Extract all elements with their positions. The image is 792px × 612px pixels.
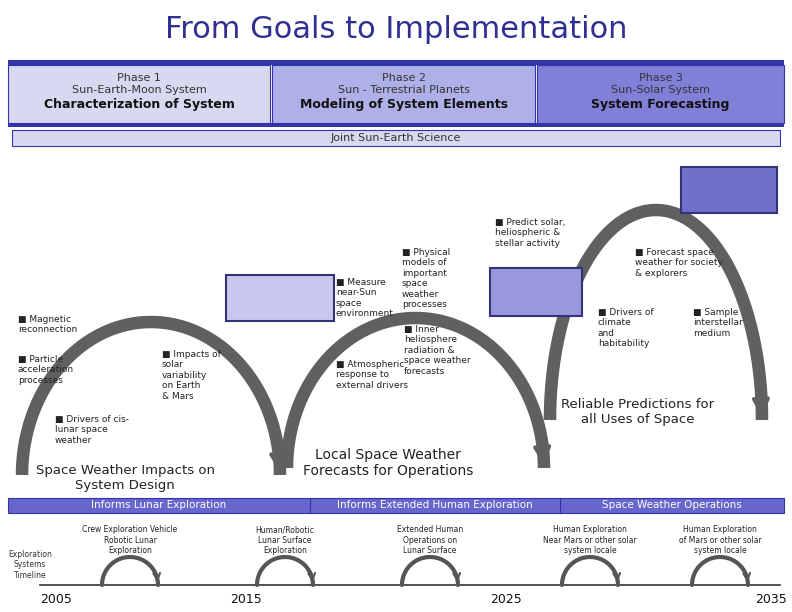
Text: Forecast
Hazards: Forecast Hazards — [699, 175, 759, 205]
Text: From Goals to Implementation: From Goals to Implementation — [165, 15, 627, 45]
Text: Model
Systems: Model Systems — [504, 276, 569, 308]
Text: ■ Atmospheric
response to
external drivers: ■ Atmospheric response to external drive… — [336, 360, 408, 390]
Text: Crew Exploration Vehicle
Robotic Lunar
Exploration: Crew Exploration Vehicle Robotic Lunar E… — [82, 525, 177, 555]
Bar — [226, 275, 334, 321]
Text: Modeling of System Elements: Modeling of System Elements — [299, 98, 508, 111]
Text: 2035: 2035 — [755, 593, 786, 606]
Text: Reliable Predictions for
all Uses of Space: Reliable Predictions for all Uses of Spa… — [562, 398, 714, 426]
Text: Sun - Terrestrial Planets: Sun - Terrestrial Planets — [337, 85, 470, 95]
Text: Informs Lunar Exploration: Informs Lunar Exploration — [91, 501, 227, 510]
Text: Phase 3: Phase 3 — [638, 73, 683, 83]
Bar — [272, 65, 535, 123]
Text: 2025: 2025 — [490, 593, 522, 606]
Bar — [8, 65, 270, 123]
Text: 2015: 2015 — [230, 593, 261, 606]
Text: Sun-Earth-Moon System: Sun-Earth-Moon System — [71, 85, 207, 95]
Bar — [8, 123, 784, 127]
Text: Extended Human
Operations on
Lunar Surface: Extended Human Operations on Lunar Surfa… — [397, 525, 463, 555]
Text: ■ Sample
interstellar
medium: ■ Sample interstellar medium — [693, 308, 743, 338]
Text: Space Weather Operations: Space Weather Operations — [602, 501, 742, 510]
Text: Phase 1: Phase 1 — [117, 73, 161, 83]
Bar — [8, 498, 784, 513]
Text: ■ Physical
models of
important
space
weather
processes: ■ Physical models of important space wea… — [402, 248, 450, 309]
Text: ■ Particle
acceleration
processes: ■ Particle acceleration processes — [18, 355, 74, 385]
Text: Phase 2: Phase 2 — [382, 73, 425, 83]
Text: ■ Measure
near-Sun
space
environment: ■ Measure near-Sun space environment — [336, 278, 394, 318]
Text: 2005: 2005 — [40, 593, 72, 606]
Bar — [12, 130, 780, 146]
Text: Informs Extended Human Exploration: Informs Extended Human Exploration — [337, 501, 533, 510]
Text: ■ Impacts of
solar
variability
on Earth
& Mars: ■ Impacts of solar variability on Earth … — [162, 350, 221, 401]
Text: Human Exploration
Near Mars or other solar
system locale: Human Exploration Near Mars or other sol… — [543, 525, 637, 555]
Text: ■ Drivers of
climate
and
habitability: ■ Drivers of climate and habitability — [598, 308, 653, 348]
Bar — [681, 167, 777, 213]
Text: Sun-Solar System: Sun-Solar System — [611, 85, 710, 95]
Text: System Forecasting: System Forecasting — [592, 98, 729, 111]
Bar — [537, 65, 784, 123]
Text: ■ Inner
heliosphere
radiation &
space weather
forecasts: ■ Inner heliosphere radiation & space we… — [404, 325, 470, 376]
Text: Human/Robotic
Lunar Surface
Exploration: Human/Robotic Lunar Surface Exploration — [256, 525, 314, 555]
Text: Local Space Weather
Forecasts for Operations: Local Space Weather Forecasts for Operat… — [303, 448, 473, 478]
Text: ■ Forecast space
weather for society
& explorers: ■ Forecast space weather for society & e… — [635, 248, 723, 278]
Text: ■ Predict solar,
heliospheric &
stellar activity: ■ Predict solar, heliospheric & stellar … — [495, 218, 565, 248]
Text: ■ Drivers of cis-
lunar space
weather: ■ Drivers of cis- lunar space weather — [55, 415, 129, 445]
Text: Space Weather Impacts on
System Design: Space Weather Impacts on System Design — [36, 464, 215, 492]
Bar — [8, 60, 784, 65]
Text: Characterization of System: Characterization of System — [44, 98, 234, 111]
Text: ■ Magnetic
reconnection: ■ Magnetic reconnection — [18, 315, 78, 334]
Text: Characterize
Environments: Characterize Environments — [230, 282, 331, 314]
Text: Human Exploration
of Mars or other solar
system locale: Human Exploration of Mars or other solar… — [679, 525, 761, 555]
Bar — [490, 268, 582, 316]
Text: Joint Sun-Earth Science: Joint Sun-Earth Science — [331, 133, 461, 143]
Text: Exploration
Systems
Timeline: Exploration Systems Timeline — [8, 550, 51, 580]
